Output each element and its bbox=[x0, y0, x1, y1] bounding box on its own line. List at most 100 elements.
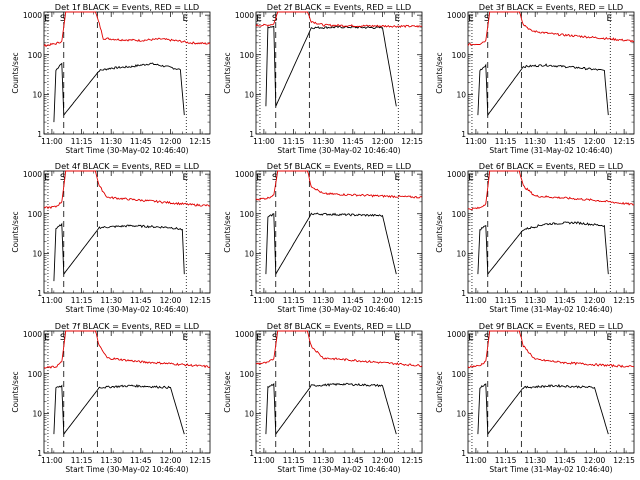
panel-title: Det 3f BLACK = Events, RED = LLD bbox=[479, 2, 623, 12]
y-tick-label: 100 bbox=[28, 210, 43, 219]
y-tick-label: 100 bbox=[240, 51, 255, 60]
series-events bbox=[265, 212, 397, 276]
x-tick-label: 12:00 bbox=[160, 456, 182, 465]
plot-frame bbox=[255, 170, 423, 294]
x-axis-label: Start Time (30-May-02 10:46:40) bbox=[65, 146, 188, 155]
x-axis-label: Start Time (30-May-02 10:46:40) bbox=[277, 146, 400, 155]
time-marker-label: S bbox=[484, 14, 490, 24]
x-tick-label: 12:15 bbox=[189, 137, 211, 146]
x-tick-label: 11:30 bbox=[100, 137, 122, 146]
y-tick-label: 100 bbox=[28, 370, 43, 379]
x-tick-label: 11:45 bbox=[130, 456, 152, 465]
y-tick-label: 10 bbox=[456, 90, 466, 99]
panel-det-8f: Det 8f BLACK = Events, RED = LLD 1 10 100 10… bbox=[223, 321, 423, 474]
x-axis-label: Start Time (30-May-02 10:46:40) bbox=[277, 305, 400, 314]
x-axis-label: Start Time (31-May-02 10:46:40) bbox=[489, 305, 612, 314]
x-axis-label: Start Time (30-May-02 10:46:40) bbox=[65, 465, 188, 474]
series-lld bbox=[255, 170, 423, 201]
x-axis-label: Start Time (30-May-02 10:46:40) bbox=[277, 465, 400, 474]
series-lld bbox=[467, 330, 635, 369]
y-tick-label: 100 bbox=[452, 210, 467, 219]
x-tick-label: 11:00 bbox=[253, 456, 275, 465]
x-tick-label: 12:15 bbox=[613, 296, 635, 305]
y-tick-label: 100 bbox=[452, 370, 467, 379]
time-marker-label: S bbox=[60, 14, 66, 24]
x-tick-label: 11:15 bbox=[71, 137, 93, 146]
x-tick-label: 11:15 bbox=[283, 456, 305, 465]
time-marker-label: E bbox=[182, 333, 188, 343]
y-tick-label: 1 bbox=[37, 289, 42, 298]
y-axis-label: Counts/sec bbox=[435, 371, 444, 412]
y-tick-label: 1 bbox=[249, 449, 254, 458]
x-tick-label: 11:00 bbox=[465, 296, 487, 305]
time-marker-label: E bbox=[182, 14, 188, 24]
y-axis-label: Counts/sec bbox=[223, 52, 232, 93]
plot-frame bbox=[43, 11, 211, 135]
time-marker-label: S bbox=[484, 173, 490, 183]
x-tick-label: 11:00 bbox=[253, 137, 275, 146]
series-events bbox=[477, 221, 609, 276]
time-marker-label: E bbox=[182, 173, 188, 183]
panel-det-1f: Det 1f BLACK = Events, RED = LLD 1 10 100 10… bbox=[11, 2, 211, 155]
panel-title: Det 8f BLACK = Events, RED = LLD bbox=[267, 321, 411, 331]
series-lld bbox=[255, 330, 423, 368]
y-axis-label: Counts/sec bbox=[435, 52, 444, 93]
time-marker-label: S bbox=[484, 333, 490, 343]
panel-det-3f: Det 3f BLACK = Events, RED = LLD 1 10 100 10… bbox=[435, 2, 635, 155]
y-tick-label: 1000 bbox=[23, 170, 42, 179]
plot-frame bbox=[43, 170, 211, 294]
time-marker-label: E bbox=[606, 173, 612, 183]
x-tick-label: 11:30 bbox=[100, 456, 122, 465]
series-events bbox=[477, 63, 609, 117]
series-lld bbox=[43, 11, 211, 48]
y-tick-label: 10 bbox=[456, 249, 466, 258]
y-tick-label: 100 bbox=[28, 51, 43, 60]
y-tick-label: 10 bbox=[32, 249, 42, 258]
time-marker-label: S bbox=[60, 333, 66, 343]
panel-det-6f: Det 6f BLACK = Events, RED = LLD 1 10 100 10… bbox=[435, 161, 635, 314]
series-events bbox=[53, 384, 185, 436]
y-axis-label: Counts/sec bbox=[223, 211, 232, 252]
x-tick-label: 12:00 bbox=[160, 137, 182, 146]
x-tick-label: 11:30 bbox=[100, 296, 122, 305]
y-tick-label: 100 bbox=[240, 210, 255, 219]
x-tick-label: 11:00 bbox=[253, 296, 275, 305]
y-tick-label: 1 bbox=[249, 130, 254, 139]
panel-det-7f: Det 7f BLACK = Events, RED = LLD 1 10 100 10… bbox=[11, 321, 211, 474]
panel-det-9f: Det 9f BLACK = Events, RED = LLD 1 10 100 10… bbox=[435, 321, 635, 474]
y-tick-label: 10 bbox=[244, 249, 254, 258]
time-marker-label: E bbox=[394, 333, 400, 343]
x-axis-label: Start Time (30-May-02 10:46:40) bbox=[65, 305, 188, 314]
y-tick-label: 10 bbox=[456, 409, 466, 418]
x-tick-label: 11:30 bbox=[312, 137, 334, 146]
y-tick-label: 1000 bbox=[235, 170, 254, 179]
series-lld bbox=[467, 11, 635, 46]
x-tick-label: 11:30 bbox=[524, 456, 546, 465]
x-tick-label: 11:30 bbox=[524, 296, 546, 305]
x-tick-label: 11:15 bbox=[495, 456, 517, 465]
series-events bbox=[53, 62, 185, 123]
x-tick-label: 12:00 bbox=[584, 456, 606, 465]
x-tick-label: 11:00 bbox=[41, 296, 63, 305]
y-tick-label: 1000 bbox=[447, 11, 466, 20]
x-tick-label: 11:15 bbox=[283, 137, 305, 146]
x-tick-label: 11:45 bbox=[130, 296, 152, 305]
x-tick-label: 11:45 bbox=[342, 296, 364, 305]
series-events bbox=[53, 222, 185, 282]
x-tick-label: 11:15 bbox=[495, 137, 517, 146]
plot-frame bbox=[255, 330, 423, 454]
time-marker-label: S bbox=[272, 333, 278, 343]
y-tick-label: 1000 bbox=[447, 330, 466, 339]
x-axis-label: Start Time (31-May-02 10:46:40) bbox=[489, 465, 612, 474]
y-tick-label: 1 bbox=[37, 130, 42, 139]
y-tick-label: 100 bbox=[240, 370, 255, 379]
x-tick-label: 12:15 bbox=[613, 456, 635, 465]
time-marker-label: E bbox=[44, 333, 50, 343]
series-lld bbox=[255, 11, 423, 28]
x-tick-label: 12:00 bbox=[584, 137, 606, 146]
x-tick-label: 11:15 bbox=[71, 296, 93, 305]
time-marker-label: E bbox=[394, 14, 400, 24]
y-tick-label: 1 bbox=[249, 289, 254, 298]
y-tick-label: 100 bbox=[452, 51, 467, 60]
x-tick-label: 11:45 bbox=[554, 296, 576, 305]
